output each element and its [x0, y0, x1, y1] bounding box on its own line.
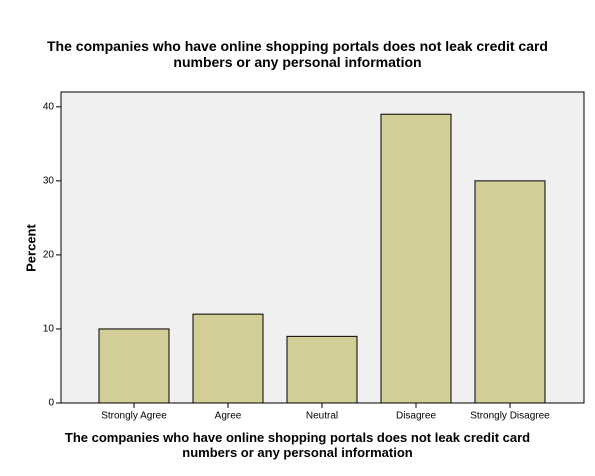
x-tick-label: Neutral	[306, 411, 338, 422]
y-tick-label: 30	[43, 175, 55, 186]
bar	[286, 335, 358, 404]
bar	[474, 180, 546, 404]
y-tick-label: 20	[43, 250, 55, 261]
x-tick-label: Strongly Disagree	[470, 411, 550, 422]
x-tick-label: Agree	[215, 411, 242, 422]
y-tick-label: 40	[43, 101, 55, 112]
x-tick-label: Disagree	[396, 411, 436, 422]
bar	[380, 113, 452, 404]
y-axis-label: Percent	[23, 223, 38, 271]
x-tick-label: Strongly Agree	[101, 411, 167, 422]
x-axis-label: The companies who have online shopping p…	[64, 430, 531, 460]
bar	[98, 328, 170, 404]
chart-title: The companies who have online shopping p…	[47, 38, 548, 70]
bar	[192, 313, 264, 404]
y-tick-label: 0	[48, 398, 54, 409]
y-tick-label: 10	[43, 324, 55, 335]
